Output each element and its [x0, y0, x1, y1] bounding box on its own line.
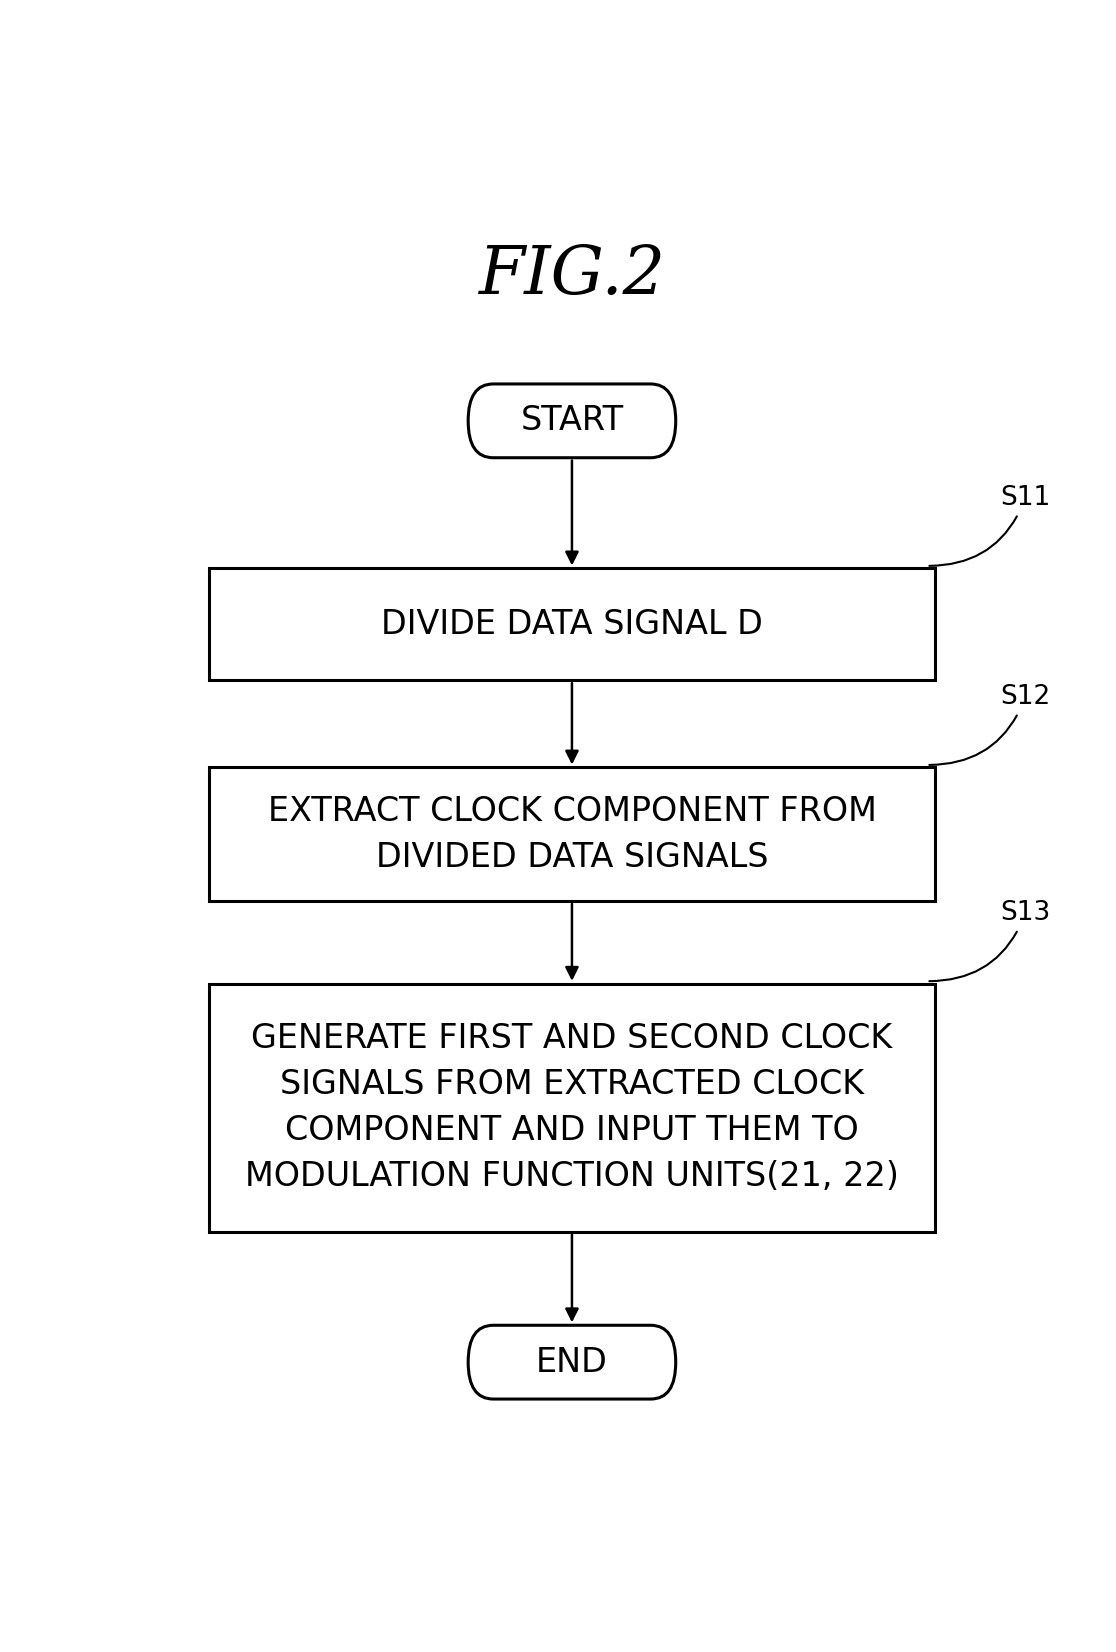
Text: GENERATE FIRST AND SECOND CLOCK
SIGNALS FROM EXTRACTED CLOCK
COMPONENT AND INPUT: GENERATE FIRST AND SECOND CLOCK SIGNALS …: [246, 1023, 898, 1193]
Text: EXTRACT CLOCK COMPONENT FROM
DIVIDED DATA SIGNALS: EXTRACT CLOCK COMPONENT FROM DIVIDED DAT…: [268, 795, 876, 874]
Text: S13: S13: [930, 900, 1050, 981]
Text: S12: S12: [930, 684, 1050, 765]
Bar: [209, 983, 935, 1232]
Text: END: END: [536, 1346, 608, 1379]
FancyBboxPatch shape: [469, 1325, 675, 1399]
FancyBboxPatch shape: [469, 383, 675, 458]
Text: DIVIDE DATA SIGNAL D: DIVIDE DATA SIGNAL D: [381, 608, 763, 641]
Bar: [209, 768, 935, 900]
Bar: [209, 568, 935, 681]
Text: S11: S11: [930, 486, 1050, 567]
Text: FIG.2: FIG.2: [479, 243, 665, 307]
Text: START: START: [520, 405, 624, 438]
